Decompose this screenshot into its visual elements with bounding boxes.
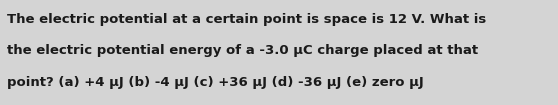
Text: the electric potential energy of a -3.0 μC charge placed at that: the electric potential energy of a -3.0 … — [7, 44, 478, 57]
Text: point? (a) +4 μJ (b) -4 μJ (c) +36 μJ (d) -36 μJ (e) zero μJ: point? (a) +4 μJ (b) -4 μJ (c) +36 μJ (d… — [7, 76, 424, 89]
Text: The electric potential at a certain point is space is 12 V. What is: The electric potential at a certain poin… — [7, 13, 486, 26]
